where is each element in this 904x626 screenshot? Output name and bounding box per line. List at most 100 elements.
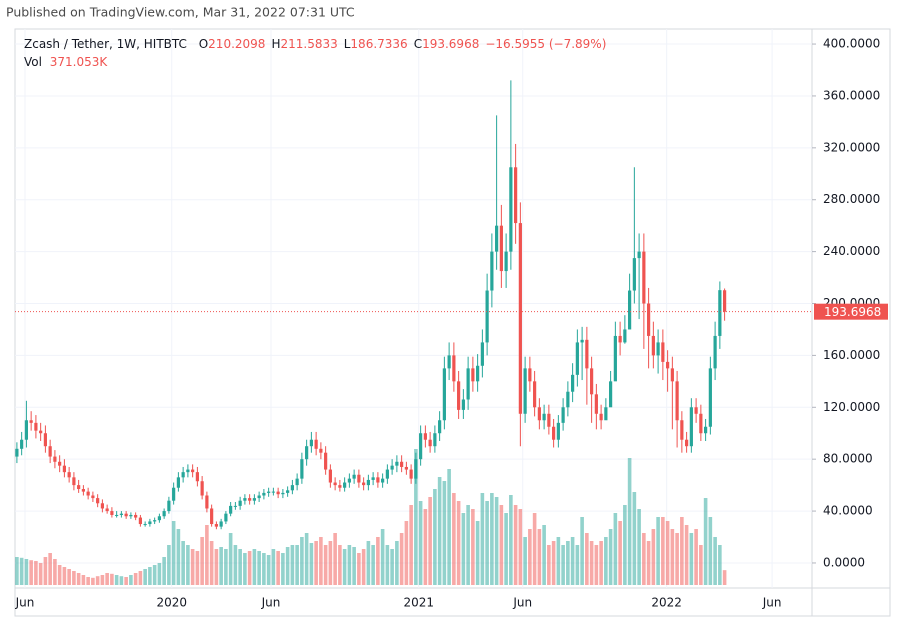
candle-body: [48, 446, 52, 457]
candle-body: [656, 342, 660, 356]
candle-body: [442, 368, 446, 421]
candle-body: [224, 513, 228, 522]
y-tick-label: 400.0000: [823, 37, 880, 51]
volume-bar: [471, 509, 475, 585]
volume-bar: [689, 533, 694, 585]
y-tick-label: 80.0000: [823, 452, 873, 466]
candle-body: [466, 368, 470, 400]
candle-body: [343, 482, 347, 488]
volume-bar: [447, 469, 451, 585]
candle-body: [594, 394, 598, 414]
candle-body: [281, 492, 285, 495]
candle-body: [590, 368, 594, 395]
candle-body: [100, 503, 104, 509]
candle-body: [723, 290, 727, 312]
candle-body: [504, 251, 508, 272]
axes: 0.000040.000080.0000120.0000160.0000200.…: [15, 37, 888, 610]
volume-pane: [15, 449, 727, 585]
candle-body: [305, 446, 309, 460]
candle-body: [176, 477, 180, 488]
volume-bar: [271, 549, 276, 585]
y-tick-label: 280.0000: [823, 192, 880, 206]
candle-body: [637, 251, 641, 259]
volume-bar: [34, 561, 38, 585]
volume-bar: [604, 537, 608, 585]
volume-bar: [81, 575, 86, 585]
candle-body: [447, 355, 451, 369]
candle-body: [129, 514, 133, 517]
volume-bar: [347, 545, 352, 585]
volume-bar: [623, 505, 627, 585]
volume-bar: [67, 569, 71, 585]
volume-bar: [110, 573, 114, 585]
volume-bar: [656, 517, 660, 585]
candle-body: [419, 433, 423, 460]
volume-bar: [670, 529, 675, 585]
candle-body: [347, 478, 351, 483]
candle-body: [148, 521, 152, 525]
volume-bar: [86, 577, 90, 585]
volume-bar: [314, 541, 318, 585]
volume-bar: [480, 493, 485, 585]
candle-body: [210, 508, 214, 525]
ohlc-key: L: [344, 37, 351, 51]
y-tick-label: 40.0000: [823, 504, 873, 518]
candle-body: [167, 500, 171, 512]
candle-body: [694, 407, 698, 414]
candle-body: [632, 258, 636, 291]
volume-bar: [114, 575, 119, 585]
candle-body: [495, 225, 499, 252]
volume-bar: [309, 543, 314, 585]
candle-body: [613, 335, 617, 382]
volume-bar: [456, 501, 461, 585]
y-tick-label: 0.0000: [823, 555, 865, 569]
y-tick-label: 160.0000: [823, 348, 880, 362]
candle-body: [708, 368, 712, 427]
volume-bar: [62, 567, 67, 585]
candle-body: [162, 511, 166, 517]
candle-body: [523, 368, 527, 414]
last-price-label: 193.6968: [824, 305, 881, 319]
candle-body: [86, 491, 90, 496]
candle-body: [20, 439, 24, 449]
candle-body: [43, 433, 47, 447]
volume-bar: [722, 570, 727, 585]
candle-body: [229, 505, 233, 514]
volume-bar: [537, 529, 542, 585]
candle-body: [542, 413, 546, 421]
candle-body: [371, 477, 375, 480]
symbol: Zcash / Tether, 1W, HITBTC: [24, 37, 187, 51]
candle-body: [105, 508, 109, 512]
volume-bar: [694, 529, 698, 585]
candle-body: [433, 433, 437, 447]
candle-body: [91, 495, 95, 499]
candle-body: [243, 498, 247, 501]
volume-bar: [15, 557, 19, 585]
volume-bar: [24, 559, 29, 585]
candle-body: [642, 251, 646, 304]
candle-body: [628, 290, 632, 330]
volume-bar: [338, 545, 342, 585]
volume-bar: [148, 567, 152, 585]
last-price-box: [814, 303, 888, 320]
volume-bar: [162, 557, 166, 585]
volume-bar: [219, 547, 223, 585]
candle-body: [490, 251, 494, 291]
volume-bar: [551, 541, 556, 585]
candle-body: [233, 505, 237, 507]
candle-body: [552, 426, 556, 440]
candle-body: [39, 430, 43, 434]
volume-bar: [561, 545, 565, 585]
volume-bar: [504, 513, 508, 585]
candle-body: [314, 439, 318, 449]
candle-body: [713, 335, 717, 369]
volume-bar: [665, 521, 670, 585]
volume-bar: [376, 537, 380, 585]
candle-body: [438, 420, 442, 434]
candle-body: [219, 521, 223, 527]
x-tick-label: 2022: [651, 596, 682, 610]
candle-body: [295, 478, 299, 486]
volume-bar: [452, 493, 456, 585]
candle-body: [385, 469, 389, 479]
